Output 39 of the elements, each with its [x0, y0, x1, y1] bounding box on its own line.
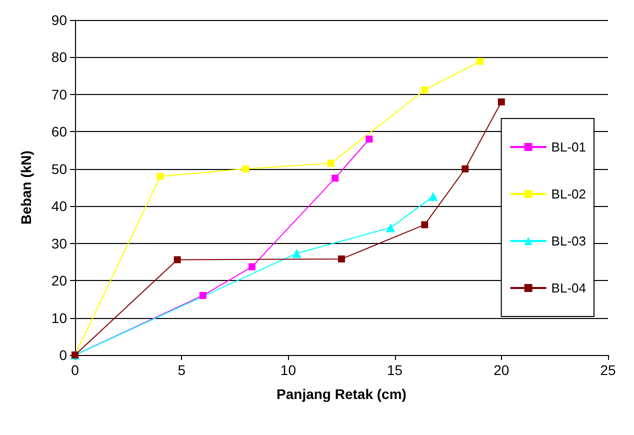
- point: [292, 248, 302, 258]
- legend-label: BL-04: [551, 280, 586, 296]
- point: [327, 160, 334, 167]
- point: [174, 256, 181, 264]
- point: [498, 98, 505, 106]
- x-tick-label: 15: [387, 362, 403, 378]
- y-tick-label: 70: [51, 86, 68, 102]
- point: [421, 86, 428, 94]
- point: [242, 165, 250, 172]
- x-tick-label: 25: [600, 362, 616, 378]
- legend-label: BL-02: [551, 186, 586, 202]
- y-tick-label: 90: [51, 12, 68, 28]
- x-tick-label: 10: [280, 362, 296, 378]
- point: [332, 174, 339, 182]
- point: [248, 263, 256, 270]
- legend-label: BL-03: [551, 234, 586, 248]
- point: [386, 223, 396, 232]
- point: [199, 292, 206, 299]
- point: [156, 172, 164, 180]
- x-tick-label: 0: [71, 362, 80, 378]
- point: [476, 58, 484, 65]
- y-tick-label: 50: [51, 160, 68, 177]
- y-axis-title: Beban (kN): [18, 150, 34, 224]
- y-tick-label: 0: [59, 347, 68, 363]
- point: [338, 255, 345, 262]
- y-tick-label: 40: [51, 198, 68, 214]
- y-tick-label: 60: [51, 124, 68, 140]
- point: [428, 192, 438, 201]
- y-tick-label: 10: [51, 310, 68, 326]
- x-tick-label: 20: [494, 362, 510, 378]
- y-tick-label: 80: [51, 49, 68, 66]
- x-axis-title: Panjang Retak (cm): [276, 386, 406, 402]
- legend-label: BL-01: [551, 140, 586, 154]
- point: [421, 221, 428, 228]
- y-tick-label: 20: [51, 272, 68, 289]
- point: [462, 165, 469, 172]
- x-tick-label: 5: [178, 362, 186, 378]
- point: [366, 136, 373, 143]
- y-tick-label: 30: [51, 235, 68, 252]
